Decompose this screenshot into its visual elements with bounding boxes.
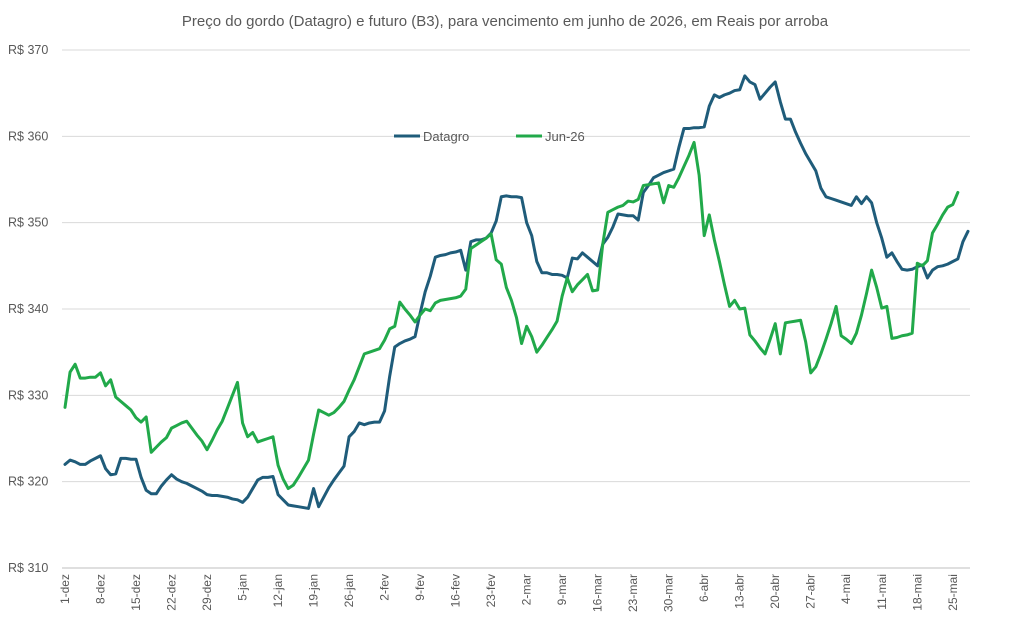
y-tick-label: R$ 310 — [8, 561, 48, 575]
x-tick-label: 2-fev — [378, 574, 392, 601]
x-tick-label: 30-mar — [662, 574, 676, 612]
x-tick-label: 26-jan — [342, 574, 356, 607]
series-line-jun-26 — [63, 140, 960, 491]
chart-title: Preço do gordo (Datagro) e futuro (B3), … — [182, 13, 829, 30]
x-tick-label: 23-fev — [484, 574, 498, 607]
x-tick-label: 15-dez — [129, 574, 143, 611]
y-tick-label: R$ 340 — [8, 302, 48, 316]
x-tick-label: 4-mai — [839, 574, 853, 604]
legend: Datagro Jun-26 — [394, 129, 585, 144]
x-tick-label: 25-mai — [946, 574, 960, 611]
x-tick-label: 29-dez — [200, 574, 214, 611]
x-tick-label: 13-abr — [733, 574, 747, 609]
x-tick-label: 16-fev — [449, 574, 463, 607]
x-tick-label: 11-mai — [875, 574, 889, 610]
y-tick-label: R$ 350 — [8, 216, 48, 230]
y-tick-label: R$ 360 — [8, 129, 48, 143]
x-tick-label: 12-jan — [271, 574, 285, 607]
x-tick-label: 22-dez — [165, 574, 179, 611]
x-tick-label: 18-mai — [910, 574, 924, 611]
y-tick-label: R$ 370 — [8, 43, 48, 57]
x-tick-label: 9-mar — [555, 574, 569, 605]
x-tick-label: 6-abr — [697, 574, 711, 602]
x-tick-label: 19-jan — [307, 574, 321, 607]
x-axis-ticks: 1-dez 8-dez 15-dez 22-dez 29-dez 5-jan 12-jan 1… — [58, 574, 960, 612]
x-tick-label: 1-dez — [58, 574, 72, 604]
x-tick-label: 9-fev — [413, 574, 427, 601]
x-tick-label: 8-dez — [94, 574, 108, 604]
x-tick-label: 20-abr — [768, 574, 782, 609]
x-tick-label: 2-mar — [520, 574, 534, 605]
x-tick-label: 16-mar — [591, 574, 605, 612]
y-tick-label: R$ 330 — [8, 388, 48, 402]
legend-label-jun-26: Jun-26 — [545, 129, 585, 144]
legend-label-datagro: Datagro — [423, 129, 469, 144]
x-tick-label: 27-abr — [804, 574, 818, 609]
x-tick-label: 5-jan — [236, 574, 250, 601]
series-lines — [63, 74, 970, 510]
y-axis-ticks: R$ 310 R$ 320 R$ 330 R$ 340 R$ 350 R$ 360 R$ 3… — [8, 43, 48, 575]
x-tick-label: 23-mar — [626, 574, 640, 612]
y-tick-label: R$ 320 — [8, 475, 48, 489]
series-line-datagro — [63, 74, 970, 510]
